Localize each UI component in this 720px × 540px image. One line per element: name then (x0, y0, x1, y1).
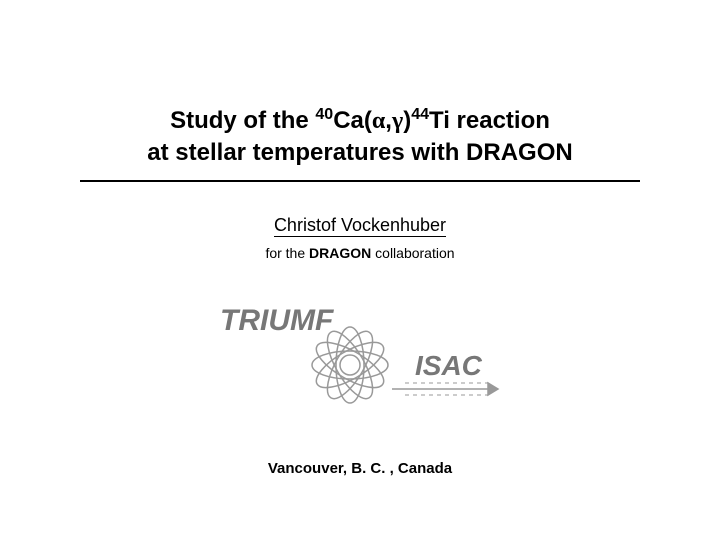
title-rule (80, 180, 640, 182)
mass-number-44: 44 (411, 106, 429, 123)
logo-block: TRIUMF ISAC (0, 285, 720, 425)
collab-pre: for the (265, 245, 309, 261)
greek-gamma: γ (392, 108, 403, 134)
collab-name: DRAGON (309, 245, 371, 261)
greek-alpha: α (372, 108, 385, 134)
location-line: Vancouver, B. C. , Canada (0, 460, 720, 477)
collab-post: collaboration (371, 245, 454, 261)
mass-number-40: 40 (315, 106, 333, 123)
logo-arrow-icon (392, 383, 498, 395)
title-line-1: Study of the 40Ca(α,γ)44Ti reaction (0, 105, 720, 137)
slide-title: Study of the 40Ca(α,γ)44Ti reaction at s… (0, 105, 720, 168)
logo-spiral-icon (310, 325, 390, 405)
author-name-text: Christof Vockenhuber (274, 215, 446, 237)
logo-text-isac: ISAC (415, 350, 483, 381)
title-text: Ca( (333, 107, 372, 134)
title-text: Study of the (170, 107, 315, 134)
title-line-2: at stellar temperatures with DRAGON (0, 137, 720, 168)
title-text: Ti reaction (429, 107, 550, 134)
logo-text-triumf: TRIUMF (220, 304, 334, 337)
title-text: ) (403, 107, 411, 134)
collaboration-line: for the DRAGON collaboration (0, 245, 720, 261)
triumf-isac-logo: TRIUMF ISAC (200, 290, 520, 420)
author-name: Christof Vockenhuber (0, 215, 720, 236)
title-text: , (385, 107, 392, 134)
